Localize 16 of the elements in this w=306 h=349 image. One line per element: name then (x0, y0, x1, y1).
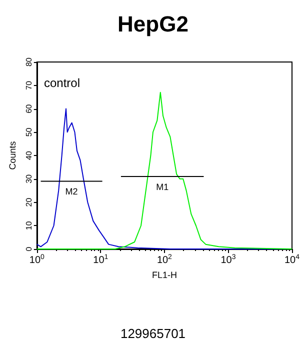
y-tick-label: 50 (24, 127, 34, 137)
y-tick-label: 80 (24, 57, 34, 66)
y-tick-label: 40 (24, 150, 34, 160)
series-label: M2 (65, 186, 78, 197)
y-tick-label: 60 (24, 104, 34, 114)
annotation: control (44, 76, 80, 90)
y-tick-label: 30 (24, 174, 34, 184)
y-axis-title: Counts (8, 140, 18, 170)
series-label: M1 (156, 182, 169, 192)
y-tick-label: 70 (24, 80, 34, 90)
chart-title: HepG2 (118, 12, 188, 36)
text: 129965701 (120, 326, 186, 341)
x-axis-title: FL1-H (152, 270, 177, 280)
y-tick-label: 0 (24, 246, 34, 252)
y-tick-label: 10 (24, 220, 34, 230)
y-tick-label: 20 (24, 197, 34, 207)
